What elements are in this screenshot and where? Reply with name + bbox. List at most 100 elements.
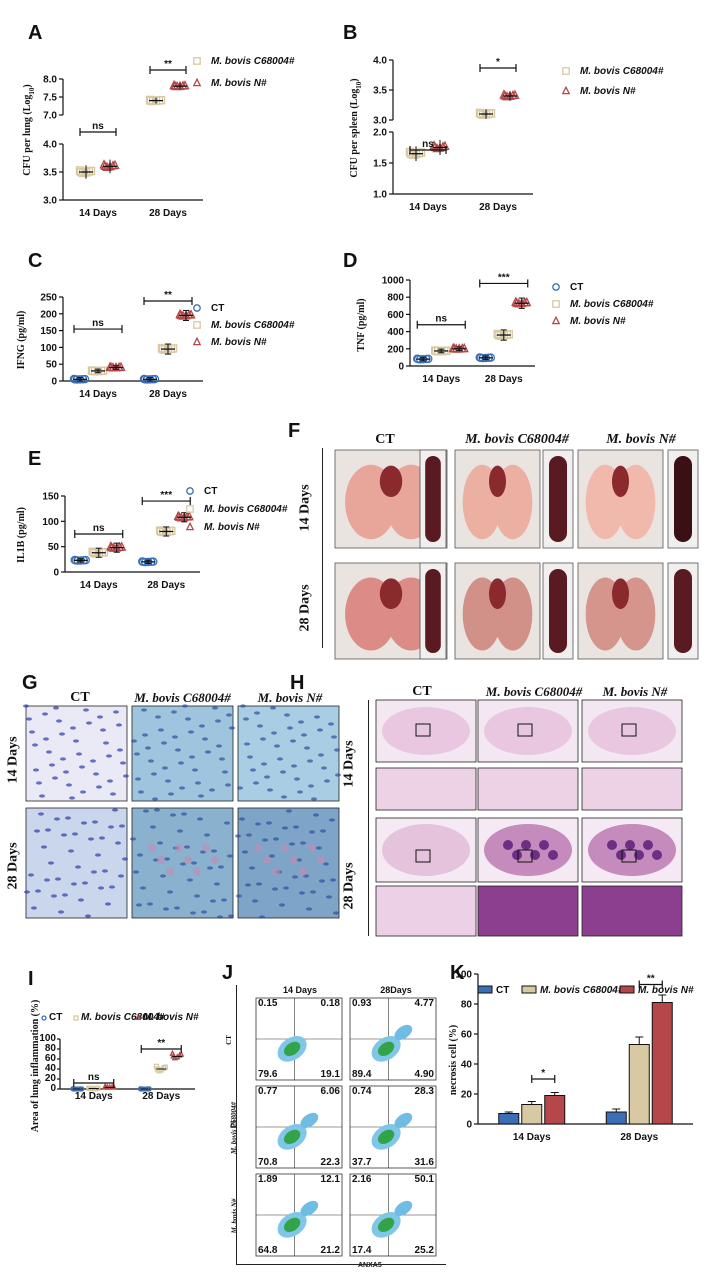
g-cell-5-29: [262, 838, 268, 842]
g-stain-4-7: [211, 856, 219, 864]
g-cell-3-15: [112, 808, 118, 812]
g-cell-1-5: [226, 713, 232, 717]
g-cell-4-0: [181, 812, 187, 816]
j-quad-1-0-2: 70.8: [258, 1157, 278, 1168]
panel-b-point-0-1-5: [475, 108, 485, 118]
g-cell-4-8: [174, 906, 180, 910]
panel-c-xticklabel-0: 14 Days: [79, 389, 117, 400]
g-cell-1-2: [216, 744, 222, 748]
g-cell-3-20: [95, 853, 101, 857]
g-cell-2-21: [331, 735, 337, 739]
g-col-c68004: M. bovis C68004#: [134, 690, 231, 705]
panel-a-yticklabelt-2: 8.0: [43, 75, 57, 86]
f-heart-0: [379, 465, 403, 498]
panel-c-legend-marker-1: [193, 321, 201, 329]
panel-label-a: A: [28, 22, 43, 44]
panel-e-point-2-0-5: [106, 541, 116, 551]
g-cell-5-1: [236, 894, 242, 898]
panel-a-legend-marker-1: [192, 77, 202, 87]
g-cell-5-18: [259, 915, 265, 919]
g-cell-2-23: [304, 746, 310, 750]
panel-b-xticklabel-1: 28 Days: [479, 202, 517, 213]
g-cell-1-26: [195, 781, 201, 785]
j-cloud2-2-0: [300, 1200, 319, 1216]
g-cell-5-31: [235, 834, 241, 838]
g-cell-1-9: [172, 735, 178, 739]
g-cell-1-30: [141, 708, 147, 712]
g-cell-2-4: [308, 784, 314, 788]
g-cell-0-24: [103, 741, 109, 745]
g-cell-1-11: [145, 746, 151, 750]
g-cell-4-35: [163, 907, 169, 911]
panel-c-yticklabel-3: 150: [40, 326, 57, 337]
j-xlabel: ANXA5: [358, 1262, 382, 1269]
g-cell-0-30: [123, 774, 129, 778]
g-cell-4-14: [194, 894, 200, 898]
g-cell-0-12: [63, 770, 69, 774]
panel-i-yticklabel-2: 40: [45, 1063, 57, 1074]
j-col-14: 14 Days: [282, 985, 318, 995]
panel-c-yticklabel-2: 100: [40, 343, 57, 354]
h-zoom-14-2: [581, 767, 683, 811]
g-cell-1-8: [135, 777, 141, 781]
g-cell-3-34: [108, 825, 114, 829]
g-cell-3-19: [58, 910, 64, 914]
g-cell-0-13: [100, 728, 106, 732]
panel-e-xticklabel-1: 28 Days: [147, 580, 185, 591]
g-stain-4-6: [202, 844, 210, 852]
h-col-n: M. bovis N#: [602, 684, 668, 699]
panel-b-yticklabelt-1: 3.5: [373, 86, 387, 97]
f-spleen-1: [549, 456, 567, 542]
h-row-14: 14 Days: [341, 740, 357, 788]
panel-c-legend-text-0: CT: [211, 303, 224, 314]
g-cell-2-35: [243, 717, 249, 721]
panel-c-sig-1-label: **: [164, 290, 172, 301]
g-cell-2-18: [321, 766, 327, 770]
j-core-2-0: [283, 1217, 301, 1232]
g-cell-5-33: [309, 830, 315, 834]
panel-d-yticklabel-2: 400: [387, 327, 404, 338]
g-cell-2-32: [334, 748, 340, 752]
panel-i-point-2-0-5: [101, 1083, 109, 1090]
g-cell-4-24: [160, 874, 166, 878]
j-cloud2-1-0: [300, 1112, 319, 1128]
j-col-28: 28Days: [380, 985, 412, 995]
g-cell-3-23: [105, 902, 111, 906]
panel-i-yticklabel-0: 0: [50, 1083, 56, 1094]
f-row-28: 28 Days: [297, 584, 313, 632]
h-zoom-28-1: [477, 885, 579, 937]
g-cell-1-39: [171, 710, 177, 714]
g-cell-2-9: [291, 764, 297, 768]
g-cell-3-3: [72, 832, 78, 836]
g-cell-2-2: [335, 773, 341, 777]
g-cell-2-26: [314, 715, 320, 719]
g-cell-4-19: [177, 829, 183, 833]
g-cell-3-39: [91, 870, 97, 874]
h-zoom-14-1: [477, 767, 579, 811]
j-quad-1-1-1: 28.3: [415, 1086, 435, 1097]
g-cell-0-7: [80, 790, 86, 794]
j-quad-0-1-2: 89.4: [352, 1069, 372, 1080]
g-cell-1-21: [212, 706, 218, 710]
panel-k-legend-text-0: CT: [496, 985, 509, 996]
panel-c-point-2-0-5: [105, 361, 115, 371]
panel-k-bar-1-1: [628, 1044, 650, 1125]
panel-e-ylabel: IL1B (pg/ml): [16, 507, 27, 563]
panel-k-ylabel: necrosis cell (%): [448, 1025, 459, 1095]
j-quad-0-0-3: 19.1: [321, 1069, 341, 1080]
j-cloud2-2-1: [394, 1200, 413, 1216]
h-tissue-14-1: [484, 707, 572, 755]
panel-d-legend-text-1: M. bovis C68004#: [570, 299, 654, 310]
panel-b-ylabel: CFU per spleen (Log10): [349, 78, 363, 177]
panel-a-yticklabelb-2: 4.0: [43, 140, 57, 151]
panel-i-sig-1-label: **: [157, 1038, 165, 1049]
panel-e-yticklabel-1: 50: [48, 542, 60, 553]
g-cell-5-14: [313, 813, 319, 817]
g-cell-5-32: [272, 887, 278, 891]
panel-a-ylabel: CFU per lung (Log10): [22, 84, 36, 176]
j-quad-2-0-0: 1.89: [258, 1174, 278, 1185]
g-cell-4-34: [227, 854, 233, 858]
h-roi-28-0: [415, 849, 431, 863]
g-cell-5-23: [242, 850, 248, 854]
panel-e-legend-marker-1: [186, 505, 194, 513]
